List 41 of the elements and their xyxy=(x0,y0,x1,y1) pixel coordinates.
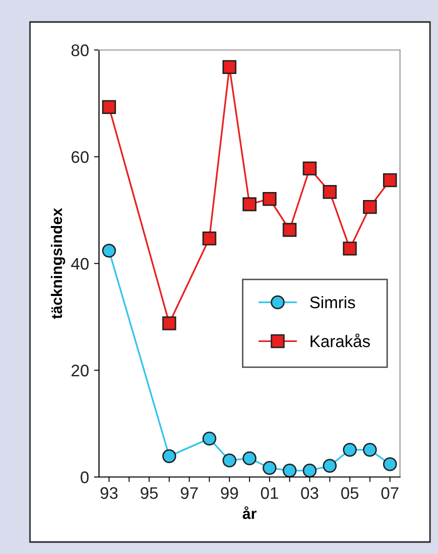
point xyxy=(282,464,297,478)
point xyxy=(202,432,216,446)
point xyxy=(102,100,116,114)
y-tick-label: 20 xyxy=(72,364,89,376)
point xyxy=(262,460,277,475)
point xyxy=(342,242,357,256)
x-tick-label: 99 xyxy=(220,487,238,499)
point xyxy=(383,173,397,188)
point xyxy=(242,451,256,466)
legend-label: Karakås xyxy=(310,334,370,348)
x-tick-label: 05 xyxy=(341,487,358,499)
point xyxy=(342,442,357,457)
point xyxy=(302,162,317,176)
point xyxy=(302,464,317,478)
point xyxy=(202,231,216,246)
point xyxy=(362,200,377,214)
x-tick-label: 07 xyxy=(381,487,398,499)
point xyxy=(362,442,377,457)
y-tick-label: 40 xyxy=(71,258,89,270)
point xyxy=(282,222,297,237)
x-tick-label: 03 xyxy=(301,487,318,499)
x-tick-label: 97 xyxy=(180,487,198,499)
y-tick-label: 80 xyxy=(71,44,89,56)
point xyxy=(222,454,236,468)
x-tick-label: 95 xyxy=(140,487,158,499)
x-tick-label: 93 xyxy=(100,487,118,499)
point xyxy=(222,60,236,74)
point xyxy=(242,197,256,212)
point xyxy=(262,192,277,206)
legend-label: Simris xyxy=(310,296,356,308)
point xyxy=(322,458,337,473)
point xyxy=(162,449,176,464)
x-axis-title: år xyxy=(242,506,256,520)
y-tick-label: 0 xyxy=(80,471,89,484)
y-axis-title: täckningsindex xyxy=(50,208,66,319)
x-tick-label: 01 xyxy=(260,487,278,499)
y-tick-label: 60 xyxy=(72,151,89,163)
point xyxy=(383,457,397,472)
point xyxy=(102,244,116,258)
point xyxy=(162,316,176,330)
point xyxy=(322,185,337,199)
